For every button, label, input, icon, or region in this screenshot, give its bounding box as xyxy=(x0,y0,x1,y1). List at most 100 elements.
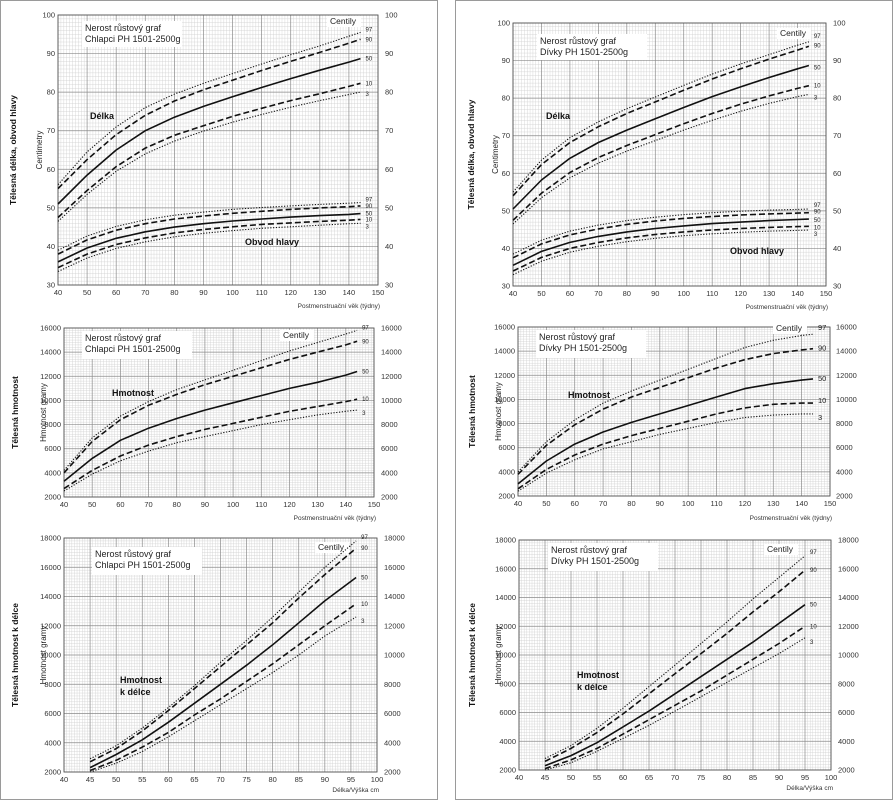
y-tick-label-right: 8000 xyxy=(836,419,853,428)
plot-frame xyxy=(518,539,832,771)
x-tick-label: 60 xyxy=(571,499,579,508)
y-tick-label-right: 12000 xyxy=(838,622,859,631)
y-tick-label-right: 4000 xyxy=(838,737,855,746)
series-label-p3: 3 xyxy=(362,411,366,417)
y-tick-label-left: 50 xyxy=(502,206,510,215)
y-tick-label-right: 14000 xyxy=(381,348,402,357)
x-tick-label: 80 xyxy=(723,773,731,782)
y-tick-label-right: 70 xyxy=(833,131,841,140)
chart-title: Nerost růstový graf xyxy=(551,545,628,555)
x-tick-label: 90 xyxy=(656,499,664,508)
series-line-p90 xyxy=(517,347,814,475)
x-tick-label: 100 xyxy=(226,288,239,297)
x-tick-label: 70 xyxy=(144,500,152,509)
y-axis-label: Hmotnost gramy xyxy=(39,383,48,442)
y-tick-label-left: 6000 xyxy=(499,708,516,717)
x-tick-label: 130 xyxy=(763,289,776,298)
y-tick-label-left: 90 xyxy=(502,56,510,65)
series-label-p50: 50 xyxy=(366,212,373,218)
grid xyxy=(57,14,379,286)
chart-subtitle: Chlapci PH 1501-2500g xyxy=(85,34,181,44)
x-tick-label: 40 xyxy=(514,499,522,508)
y-tick-label-left: 80 xyxy=(47,88,55,97)
y-tick-label-right: 6000 xyxy=(836,443,853,452)
y-tick-label-left: 50 xyxy=(47,203,55,212)
series-line-p90-head xyxy=(57,205,361,255)
series-line-p97 xyxy=(63,329,358,471)
outer-y-axis-label: Tělesná hmotnost xyxy=(467,375,477,448)
grid xyxy=(518,539,832,771)
plot-frame xyxy=(57,14,379,286)
region-label: Hmotnost xyxy=(112,388,154,398)
y-tick-label-left: 6000 xyxy=(44,709,61,718)
y-tick-label-right: 40 xyxy=(385,242,393,251)
plot-frame xyxy=(63,327,375,498)
y-tick-label-left: 8000 xyxy=(44,680,61,689)
y-tick-label-right: 50 xyxy=(385,203,393,212)
x-axis-label: Postmenstruační věk (týdny) xyxy=(746,304,828,311)
series-label-p10: 10 xyxy=(814,225,821,231)
series-label-p97: 97 xyxy=(366,27,373,33)
series-label-p50: 50 xyxy=(810,603,817,609)
chart-subtitle: Dívky PH 1501-2500g xyxy=(539,343,627,353)
chart-title: Nerost růstový graf xyxy=(540,36,617,46)
series-line-p97-length xyxy=(57,31,361,186)
y-tick-label-left: 8000 xyxy=(44,420,61,429)
x-tick-label: 90 xyxy=(321,775,329,784)
x-tick-label: 120 xyxy=(739,499,752,508)
series-label-p90: 90 xyxy=(814,210,821,216)
series-line-p50-head xyxy=(57,212,361,263)
x-tick-label: 65 xyxy=(645,773,653,782)
y-tick-label-right: 6000 xyxy=(381,444,398,453)
x-tick-label: 70 xyxy=(671,773,679,782)
series-label-p97: 97 xyxy=(814,203,821,209)
y-tick-label-left: 4000 xyxy=(44,738,61,747)
series-line-p97-head xyxy=(512,208,809,255)
series-line-p50 xyxy=(517,378,814,485)
y-tick-label-left: 90 xyxy=(47,49,55,58)
series-line-p10-head xyxy=(512,225,809,272)
y-tick-label-right: 12000 xyxy=(836,371,857,380)
x-tick-label: 70 xyxy=(599,499,607,508)
series-label-p90: 90 xyxy=(814,43,821,49)
x-axis-label: Postmenstruační věk (týdny) xyxy=(294,515,376,522)
x-tick-label: 90 xyxy=(199,288,207,297)
y-tick-label-left: 14000 xyxy=(494,347,515,356)
chart-title: Nerost růstový graf xyxy=(95,549,172,559)
series-line-p50-head xyxy=(512,218,809,267)
series-line-p3 xyxy=(63,409,358,492)
x-tick-label: 130 xyxy=(311,500,324,509)
y-tick-label-right: 8000 xyxy=(381,420,398,429)
y-tick-label-left: 2000 xyxy=(498,492,515,501)
y-tick-label-right: 100 xyxy=(385,11,398,20)
x-axis-label: Postmenstruační věk (týdny) xyxy=(298,303,380,310)
series-label-p90: 90 xyxy=(362,339,369,345)
y-tick-label-right: 6000 xyxy=(838,708,855,717)
y-tick-label-right: 40 xyxy=(833,244,841,253)
x-tick-label: 60 xyxy=(619,773,627,782)
x-axis-label: Postmenstruační věk (týdny) xyxy=(750,515,832,522)
series-label-p90: 90 xyxy=(366,37,373,43)
x-tick-label: 85 xyxy=(295,775,303,784)
y-tick-label-right: 100 xyxy=(833,19,846,28)
y-tick-label-right: 2000 xyxy=(838,766,855,775)
y-tick-label-right: 16000 xyxy=(384,563,405,572)
x-tick-label: 50 xyxy=(542,499,550,508)
x-tick-label: 80 xyxy=(623,289,631,298)
outer-y-axis-label: Tělesná délka, obvod hlavy xyxy=(8,95,18,205)
series-line-p90 xyxy=(89,547,357,763)
y-tick-label-right: 90 xyxy=(833,56,841,65)
x-tick-label: 120 xyxy=(284,288,297,297)
y-tick-label-right: 30 xyxy=(833,282,841,291)
x-tick-label: 80 xyxy=(170,288,178,297)
y-tick-label-right: 80 xyxy=(385,88,393,97)
series-label-p50: 50 xyxy=(814,65,821,71)
y-tick-label-left: 14000 xyxy=(495,593,516,602)
y-tick-label-left: 12000 xyxy=(495,622,516,631)
x-tick-label: 110 xyxy=(706,289,718,298)
y-tick-label-left: 2000 xyxy=(499,766,516,775)
y-axis-label: Hmotnost gramy xyxy=(494,626,503,685)
y-tick-label-left: 30 xyxy=(47,281,55,290)
series-label-p50: 50 xyxy=(361,575,368,581)
